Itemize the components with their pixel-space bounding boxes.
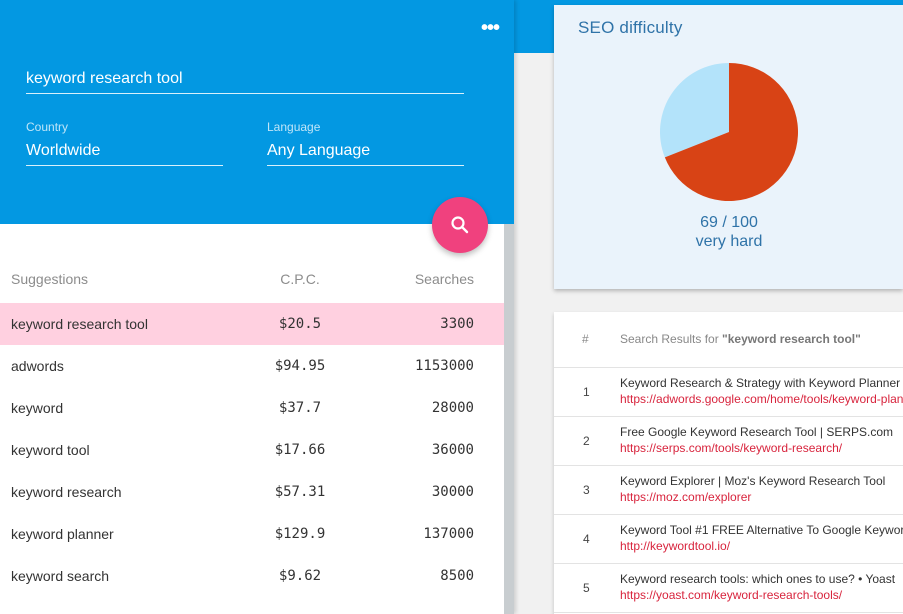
column-suggestions[interactable]: Suggestions [11, 271, 89, 287]
suggestion-row[interactable]: keyword search $9.62 8500 [0, 555, 504, 597]
suggestions-scrollbar[interactable] [504, 224, 514, 614]
result-url-link[interactable]: https://moz.com/explorer [620, 490, 752, 504]
seo-score: 69 / 100 very hard [654, 213, 804, 251]
result-title[interactable]: Free Google Keyword Research Tool | SERP… [620, 425, 894, 439]
keyword-panel: ••• keyword research tool Country Worldw… [0, 0, 514, 614]
language-label: Language [267, 120, 321, 134]
seo-score-value: 69 / 100 [700, 214, 758, 231]
result-url-link[interactable]: http://keywordtool.io/ [620, 539, 731, 553]
suggestion-keyword: keyword search [11, 568, 110, 584]
suggestion-cpc: $129.9 [274, 526, 326, 542]
result-url-link[interactable]: https://adwords.google.com/home/tools/ke… [620, 392, 903, 406]
suggestion-row[interactable]: keyword research tool $20.5 3300 [0, 303, 504, 345]
suggestion-searches: 3300 [440, 316, 474, 332]
suggestion-cpc: $17.66 [274, 442, 326, 458]
column-cpc[interactable]: C.P.C. [280, 271, 320, 287]
suggestion-keyword: keyword [11, 400, 64, 416]
suggestions-table-header: Suggestions C.P.C. Searches [0, 262, 504, 298]
suggestion-row[interactable]: keyword $37.7 28000 [0, 387, 504, 429]
suggestion-cpc: $9.62 [278, 568, 322, 584]
suggestion-cpc: $94.95 [274, 358, 326, 374]
suggestions-list: keyword research tool $20.5 3300 adwords $94… [0, 303, 504, 597]
search-results-header: # Search Results for "keyword research t… [554, 312, 903, 368]
search-icon [451, 216, 469, 234]
result-url-link[interactable]: https://serps.com/tools/keyword-research… [620, 441, 843, 455]
search-results-title: Search Results for "keyword research too… [620, 332, 861, 346]
suggestion-row[interactable]: keyword tool $17.66 36000 [0, 429, 504, 471]
result-title[interactable]: Keyword Research & Strategy with Keyword… [620, 376, 901, 390]
result-url-link[interactable]: https://yoast.com/keyword-research-tools… [620, 588, 843, 602]
result-rank: 4 [583, 532, 590, 546]
country-select[interactable]: Worldwide [26, 142, 223, 166]
result-title[interactable]: Keyword research tools: which ones to us… [620, 572, 896, 586]
suggestion-searches: 36000 [431, 442, 474, 458]
suggestion-cpc: $20.5 [278, 316, 322, 332]
result-rank: 5 [583, 581, 590, 595]
column-rank: # [582, 332, 589, 346]
suggestion-row[interactable]: keyword planner $129.9 137000 [0, 513, 504, 555]
suggestion-cpc: $57.31 [274, 484, 326, 500]
suggestion-cpc: $37.7 [278, 400, 322, 416]
suggestion-keyword: adwords [11, 358, 64, 374]
seo-difficulty-card: SEO difficulty 69 / 100 very hard [554, 5, 903, 289]
suggestion-keyword: keyword research tool [11, 316, 148, 332]
result-title[interactable]: Keyword Tool #1 FREE Alternative To Goog… [620, 523, 903, 537]
suggestion-searches: 1153000 [414, 358, 474, 374]
suggestion-keyword: keyword research [11, 484, 122, 500]
result-rank: 1 [583, 385, 590, 399]
suggestion-searches: 8500 [440, 568, 474, 584]
search-result-row: 5 Keyword research tools: which ones to u… [554, 564, 903, 613]
suggestion-keyword: keyword tool [11, 442, 90, 458]
search-result-row: 4 Keyword Tool #1 FREE Alternative To Goo… [554, 515, 903, 564]
suggestion-row[interactable]: keyword research $57.31 30000 [0, 471, 504, 513]
keyword-input[interactable]: keyword research tool [26, 68, 464, 94]
seo-difficulty-pie [660, 63, 799, 201]
pie-slice-difficulty [664, 63, 799, 201]
search-button[interactable] [432, 197, 488, 253]
search-result-row: 3 Keyword Explorer | Moz's Keyword Resear… [554, 466, 903, 515]
language-select[interactable]: Any Language [267, 142, 464, 166]
pie-slice-remaining [660, 63, 729, 158]
result-rank: 2 [583, 434, 590, 448]
suggestion-searches: 28000 [431, 400, 474, 416]
search-header: ••• keyword research tool Country Worldw… [0, 0, 514, 224]
seo-score-rating: very hard [695, 233, 763, 250]
column-searches[interactable]: Searches [414, 271, 474, 287]
seo-difficulty-title: SEO difficulty [578, 18, 683, 37]
search-result-row: 1 Keyword Research & Strategy with Keywor… [554, 368, 903, 417]
search-results-list: 1 Keyword Research & Strategy with Keywor… [554, 368, 903, 613]
search-results-card: # Search Results for "keyword research t… [554, 312, 903, 614]
suggestion-searches: 137000 [423, 526, 474, 542]
result-rank: 3 [583, 483, 590, 497]
country-label: Country [26, 120, 69, 134]
result-title[interactable]: Keyword Explorer | Moz's Keyword Researc… [620, 474, 886, 488]
suggestion-row[interactable]: adwords $94.95 1153000 [0, 345, 504, 387]
suggestion-keyword: keyword planner [11, 526, 114, 542]
more-horizontal-icon[interactable]: ••• [480, 17, 500, 39]
search-result-row: 2 Free Google Keyword Research Tool | SER… [554, 417, 903, 466]
suggestion-searches: 30000 [431, 484, 474, 500]
